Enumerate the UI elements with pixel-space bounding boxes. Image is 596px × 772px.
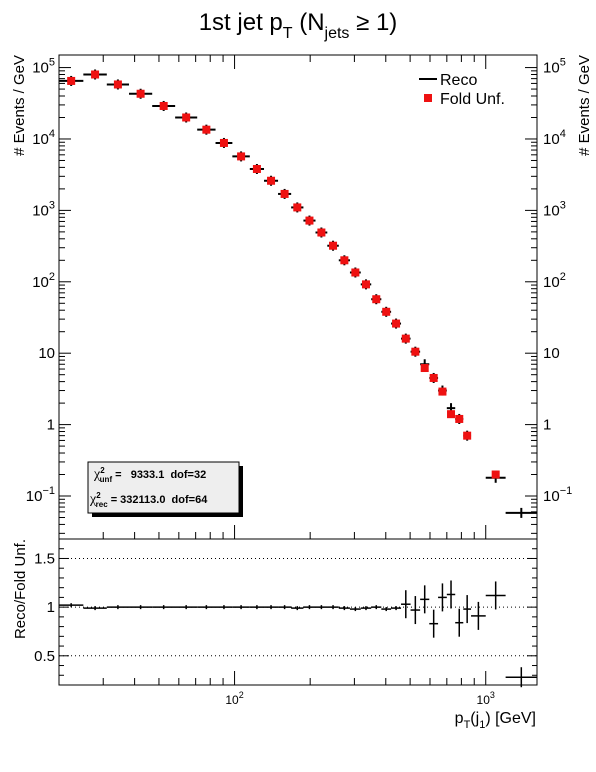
fold-unf-point bbox=[340, 256, 349, 265]
ratio-tick-label: 1.5 bbox=[34, 550, 55, 567]
ratio-tick-label: 0.5 bbox=[34, 648, 55, 665]
y-tick-label-left: 102 bbox=[32, 271, 55, 291]
fold-unf-point bbox=[252, 164, 261, 173]
y-tick-label-right: 10 bbox=[543, 345, 560, 362]
x-tick-label: 102 bbox=[225, 690, 243, 707]
fold-unf-point bbox=[438, 387, 447, 396]
stats-box: χ2 unf = 9333.1 dof=32 χ2 rec = 332113.0 dof… bbox=[87, 461, 243, 517]
fold-unf-point bbox=[361, 280, 370, 289]
axes-ticks: 105 105 104 104 103 103 102 102 10 10 1 1 10−1 10−1 1.… bbox=[26, 55, 572, 707]
fold-unf-point bbox=[382, 307, 391, 316]
y-tick-label-left: 1 bbox=[47, 417, 55, 434]
stats-box-frame bbox=[87, 461, 240, 514]
fold-unf-point bbox=[392, 319, 401, 328]
fold-unf-point bbox=[159, 101, 168, 110]
fold-unf-point bbox=[372, 295, 381, 304]
fold-unf-point bbox=[113, 80, 122, 89]
y-tick-label-right: 102 bbox=[543, 271, 566, 291]
data-series bbox=[59, 69, 537, 518]
legend-fold-label: Fold Unf. bbox=[440, 91, 505, 108]
chi2-unf-text: χ2 unf = 9333.1 dof=32 bbox=[93, 466, 206, 484]
fold-unf-point bbox=[447, 410, 456, 419]
fold-unf-point bbox=[317, 228, 326, 237]
y-tick-label-right: 1 bbox=[543, 417, 551, 434]
y-tick-label-right: 104 bbox=[543, 128, 566, 148]
legend-reco-label: Reco bbox=[440, 72, 477, 89]
ratio-pad-frame bbox=[58, 538, 538, 686]
fold-unf-point bbox=[91, 70, 100, 79]
fold-unf-point bbox=[401, 334, 410, 343]
legend-fold-marker bbox=[424, 94, 432, 102]
fold-unf-point bbox=[411, 347, 420, 356]
fold-unf-point bbox=[305, 216, 314, 225]
fold-unf-point bbox=[463, 431, 472, 440]
ratio-series bbox=[59, 580, 537, 688]
chart-title: 1st jet pT (Njets ≥ 1) bbox=[199, 9, 398, 42]
fold-unf-point bbox=[293, 203, 302, 212]
fold-unf-point bbox=[136, 89, 145, 98]
fold-unf-point bbox=[237, 152, 246, 161]
y-tick-label-right: 103 bbox=[543, 199, 566, 219]
fold-unf-point bbox=[420, 364, 429, 373]
y-tick-label-left: 10−1 bbox=[26, 485, 55, 505]
y-tick-label-left: 104 bbox=[32, 128, 55, 148]
fold-unf-point bbox=[267, 176, 276, 185]
fold-unf-point bbox=[429, 373, 438, 382]
fold-unf-point bbox=[67, 76, 76, 85]
y-tick-label-left: 105 bbox=[32, 57, 55, 77]
y-tick-label-right: 105 bbox=[543, 57, 566, 77]
y-tick-label-left: 103 bbox=[32, 199, 55, 219]
ratio-tick-label: 1 bbox=[47, 599, 55, 616]
fold-unf-point bbox=[351, 268, 360, 277]
y-axis-label-left: # Events / GeV bbox=[11, 55, 28, 156]
fold-unf-point bbox=[455, 414, 464, 423]
fold-unf-point bbox=[329, 241, 338, 250]
fold-unf-point bbox=[182, 113, 191, 122]
fold-unf-point bbox=[202, 125, 211, 134]
fold-unf-point bbox=[491, 470, 500, 479]
fold-unf-point bbox=[219, 138, 228, 147]
y-axis-label-right: # Events / GeV bbox=[576, 55, 593, 156]
y-tick-label-right: 10−1 bbox=[543, 485, 572, 505]
x-tick-label: 103 bbox=[477, 690, 495, 707]
chi2-rec-text: χ2 rec = 332113.0 dof=64 bbox=[89, 491, 208, 509]
legend: Reco Fold Unf. bbox=[419, 72, 505, 108]
y-tick-label-left: 10 bbox=[38, 345, 55, 362]
fold-unf-point bbox=[280, 189, 289, 198]
x-axis-label: pT(j1) [GeV] bbox=[455, 710, 536, 731]
ratio-axis-label: Reco/Fold Unf. bbox=[12, 539, 29, 639]
